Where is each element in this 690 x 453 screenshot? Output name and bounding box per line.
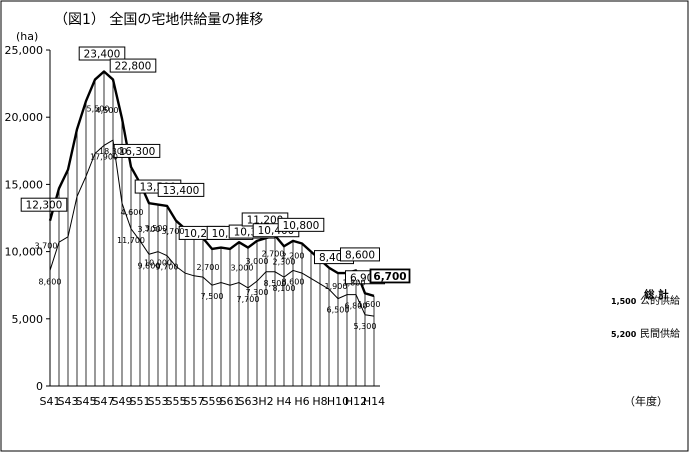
private-label: 7,500 [201,292,224,301]
total-label: 22,800 [115,61,152,73]
x-tick-label: S63 [238,395,259,408]
private-label: 11,700 [117,236,145,245]
total-label-box [340,247,380,262]
public-label: 4,500 [96,106,119,115]
total-label: 16,300 [119,146,156,158]
x-tick-label: H12 [345,395,367,408]
series-line-private [49,139,375,317]
x-tick-label: S41 [40,395,61,408]
x-tick-label: H4 [276,395,291,408]
public-label: 3,700 [138,225,161,234]
public-label: 3,700 [162,227,185,236]
x-tick-label: S61 [220,395,241,408]
legend-public: 公的供給 [640,294,680,307]
total-label: 12,300 [26,200,63,212]
private-label: 6,500 [327,306,350,315]
x-tick-label: H2 [258,395,273,408]
chart-title: （図1） 全国の宅地供給量の推移 [54,11,263,28]
total-label-box [157,182,205,197]
x-tick-label: S43 [58,395,79,408]
public-label: 1,600 [358,300,381,309]
public-label: 5,500 [87,104,110,113]
total-label-box [369,268,411,284]
total-label: 8,600 [345,249,375,261]
public-label: 1,900 [325,282,348,291]
total-label-box [277,217,325,232]
public-label: 2,200 [282,252,305,261]
private-label: 7,300 [246,288,269,297]
y-tick-label: 5,000 [12,313,44,326]
public-label: 3,000 [231,264,254,273]
y-tick-label: 25,000 [5,44,44,57]
axis-layer: 05,00010,00015,00020,00025,000S41S43S45S… [5,44,386,408]
legend-private-value: 5,200 [611,330,637,339]
total-label-box [113,143,161,158]
x-tick-label: S47 [94,395,115,408]
legend-public-value: 1,500 [611,297,637,306]
public-label: 2,700 [262,250,285,259]
x-tick-label: S59 [202,395,223,408]
x-tick-label: S55 [166,395,187,408]
public-label: 1,800 [343,279,366,288]
total-label-box [78,46,126,61]
private-label: 17,900 [90,152,118,161]
total-label-box [20,197,68,212]
private-label: 10,000 [144,259,172,268]
public-label: 2,700 [197,263,220,272]
x-tick-label: S45 [76,395,97,408]
legend-total: 総 計 [644,288,669,301]
y-tick-label: 20,000 [5,111,44,124]
private-label: 8,600 [282,277,305,286]
x-tick-label: H10 [327,395,349,408]
public-label: 4,600 [121,208,144,217]
public-label: 3,700 [35,242,58,251]
legend-private: 民間供給 [640,327,680,340]
y-tick-label: 10,000 [5,246,44,259]
private-label: 8,500 [264,279,287,288]
private-label: 18,300 [99,147,127,156]
x-tick-label: H8 [312,395,327,408]
x-tick-label: S57 [184,395,205,408]
public-label: 3,000 [246,257,269,266]
y-tick-label: 0 [36,380,43,393]
y-tick-label: 15,000 [5,178,44,191]
total-label: 10,800 [283,220,320,232]
private-label: 7,700 [237,295,260,304]
legend-layer: 総 計 1,500 公的供給 5,200 民間供給 [611,288,680,340]
total-label-box [109,58,157,73]
public-label: 3,500 [145,224,168,233]
x-unit-label: （年度） [624,394,668,408]
private-label: 5,300 [354,322,377,331]
y-unit-label: (ha) [16,30,38,43]
x-tick-label: S51 [130,395,151,408]
x-tick-label: H6 [294,395,309,408]
total-label: 13,400 [163,185,200,197]
private-label: 6,800 [345,302,368,311]
x-tick-label: S49 [112,395,133,408]
total-label: 23,400 [84,49,121,61]
private-label: 9,800 [138,261,161,270]
total-label: 6,700 [373,271,406,283]
public-label: 2,300 [273,258,296,267]
x-tick-label: S53 [148,395,169,408]
private-label: 9,700 [156,263,179,272]
x-tick-label: H14 [363,395,385,408]
private-label: 8,100 [273,284,296,293]
